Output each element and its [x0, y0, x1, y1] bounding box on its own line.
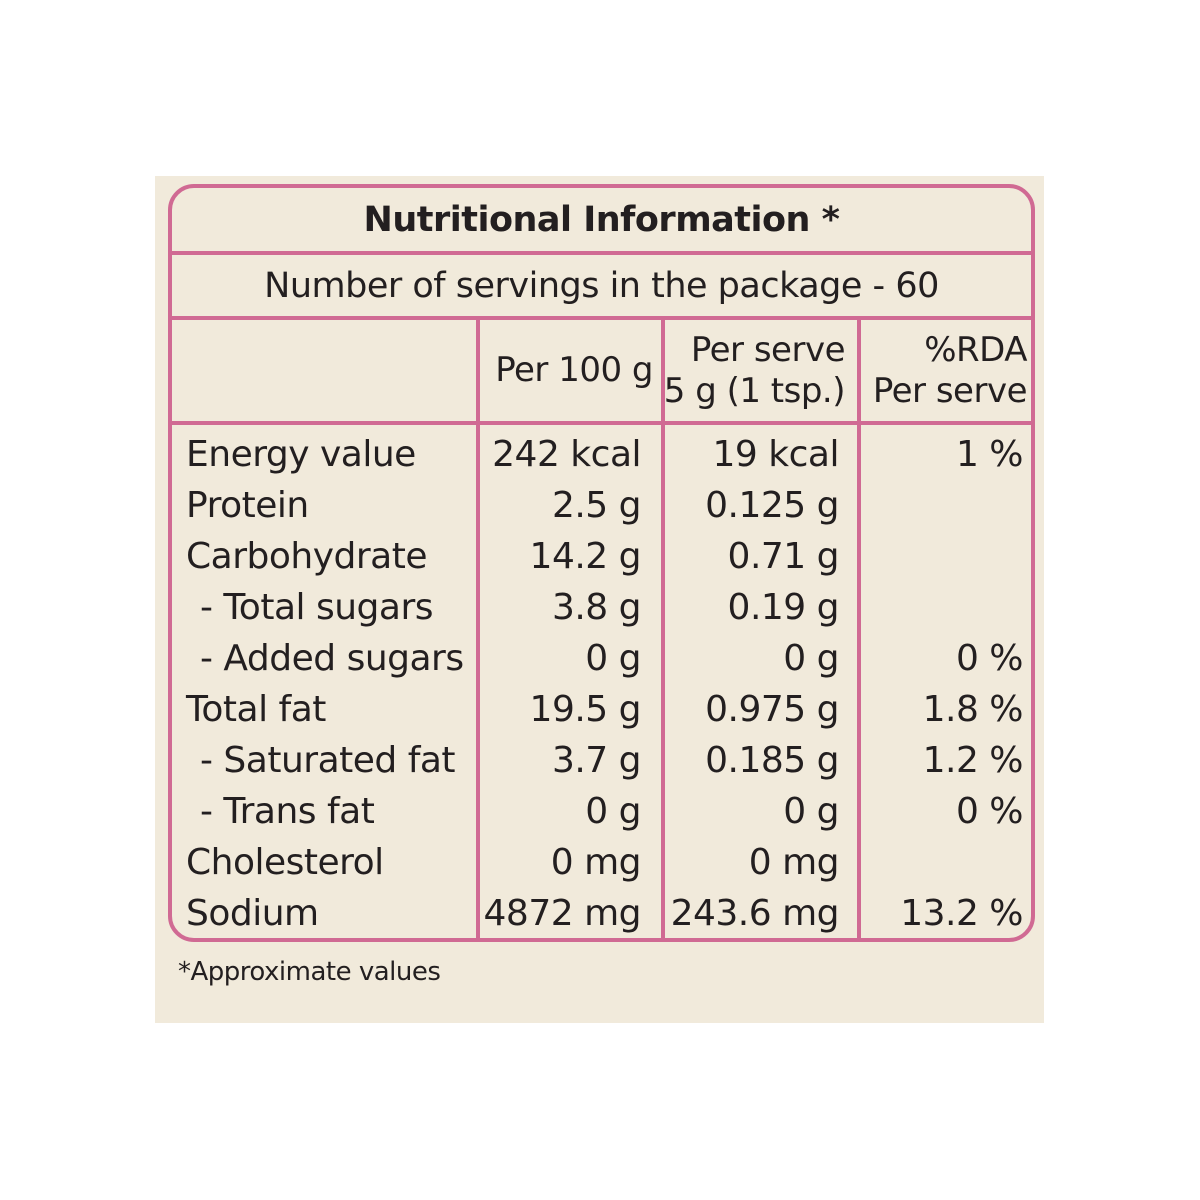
value-per-100g: 4872 mg	[483, 893, 642, 934]
value-per-serve: 243.6 mg	[670, 893, 840, 934]
value-per-100g: 19.5 g	[529, 689, 642, 730]
column-divider	[857, 320, 861, 938]
value-per-serve: 0.185 g	[705, 740, 839, 781]
nutrient-name: Total fat	[186, 689, 326, 730]
value-per-100g: 2.5 g	[551, 485, 642, 526]
servings-count: Number of servings in the package - 60	[264, 265, 939, 306]
nutrient-row: Protein 2.5 g 0.125 g	[172, 480, 1031, 531]
value-per-serve: 0.71 g	[727, 536, 840, 577]
value-per-100g: 3.7 g	[551, 740, 642, 781]
nutrient-name: Carbohydrate	[186, 536, 427, 577]
header-serve-size: 5 g (1 tsp.)	[663, 370, 846, 411]
header-per-100g: Per 100 g	[480, 320, 653, 421]
nutrient-name: - Added sugars	[200, 638, 464, 679]
nutrient-name: - Total sugars	[200, 587, 434, 628]
value-per-100g: 0 mg	[550, 842, 642, 883]
header-per-serve-label: Per serve	[690, 329, 846, 370]
value-rda: 1.2 %	[922, 740, 1024, 781]
value-per-serve: 0.125 g	[705, 485, 839, 526]
header-per-100g-label: Per 100 g	[495, 350, 653, 390]
value-rda: 1 %	[955, 434, 1024, 475]
nutrient-row: - Added sugars 0 g 0 g 0 %	[172, 633, 1031, 684]
nutrient-row: Carbohydrate 14.2 g 0.71 g	[172, 531, 1031, 582]
divider	[172, 251, 1031, 255]
value-per-serve: 19 kcal	[712, 434, 840, 475]
value-rda: 1.8 %	[922, 689, 1024, 730]
value-per-serve: 0 g	[783, 791, 839, 832]
value-per-serve: 0 g	[783, 638, 839, 679]
nutrient-row: - Trans fat 0 g 0 g 0 %	[172, 786, 1031, 837]
nutrient-row: Cholesterol 0 mg 0 mg	[172, 837, 1031, 888]
nutrition-table: Nutritional Information * Number of serv…	[168, 184, 1035, 942]
value-per-serve: 0.19 g	[727, 587, 840, 628]
nutrient-name: Cholesterol	[186, 842, 384, 883]
nutrient-name: - Saturated fat	[200, 740, 456, 781]
value-per-100g: 242 kcal	[492, 434, 641, 475]
nutrient-name: - Trans fat	[200, 791, 375, 832]
nutrient-name: Sodium	[186, 893, 319, 934]
nutrient-name: Energy value	[186, 434, 416, 475]
table-title: Nutritional Information *	[363, 199, 840, 240]
column-divider	[476, 320, 480, 938]
nutrient-row: Energy value 242 kcal 19 kcal 1 %	[172, 429, 1031, 480]
value-rda: 0 %	[955, 791, 1024, 832]
header-rda-per-serve: Per serve	[872, 370, 1028, 411]
value-rda: 0 %	[955, 638, 1024, 679]
nutrient-row: Sodium 4872 mg 243.6 mg 13.2 %	[172, 888, 1031, 938]
value-per-100g: 0 g	[585, 791, 641, 832]
header-rda-label: %RDA	[924, 329, 1027, 370]
nutrient-name: Protein	[186, 485, 309, 526]
nutrient-row: Total fat 19.5 g 0.975 g 1.8 %	[172, 684, 1031, 735]
value-per-serve: 0 mg	[748, 842, 840, 883]
column-divider	[661, 320, 665, 938]
nutrient-row: - Saturated fat 3.7 g 0.185 g 1.2 %	[172, 735, 1031, 786]
header-per-serve: Per serve 5 g (1 tsp.)	[663, 320, 846, 421]
divider	[172, 421, 1031, 425]
value-per-100g: 0 g	[585, 638, 641, 679]
footnote: *Approximate values	[178, 957, 441, 987]
header-rda: %RDA Per serve	[861, 320, 1028, 421]
value-per-100g: 3.8 g	[551, 587, 642, 628]
nutrient-row: - Total sugars 3.8 g 0.19 g	[172, 582, 1031, 633]
value-rda: 13.2 %	[900, 893, 1023, 934]
value-per-serve: 0.975 g	[705, 689, 839, 730]
divider	[172, 316, 1031, 320]
value-per-100g: 14.2 g	[529, 536, 642, 577]
